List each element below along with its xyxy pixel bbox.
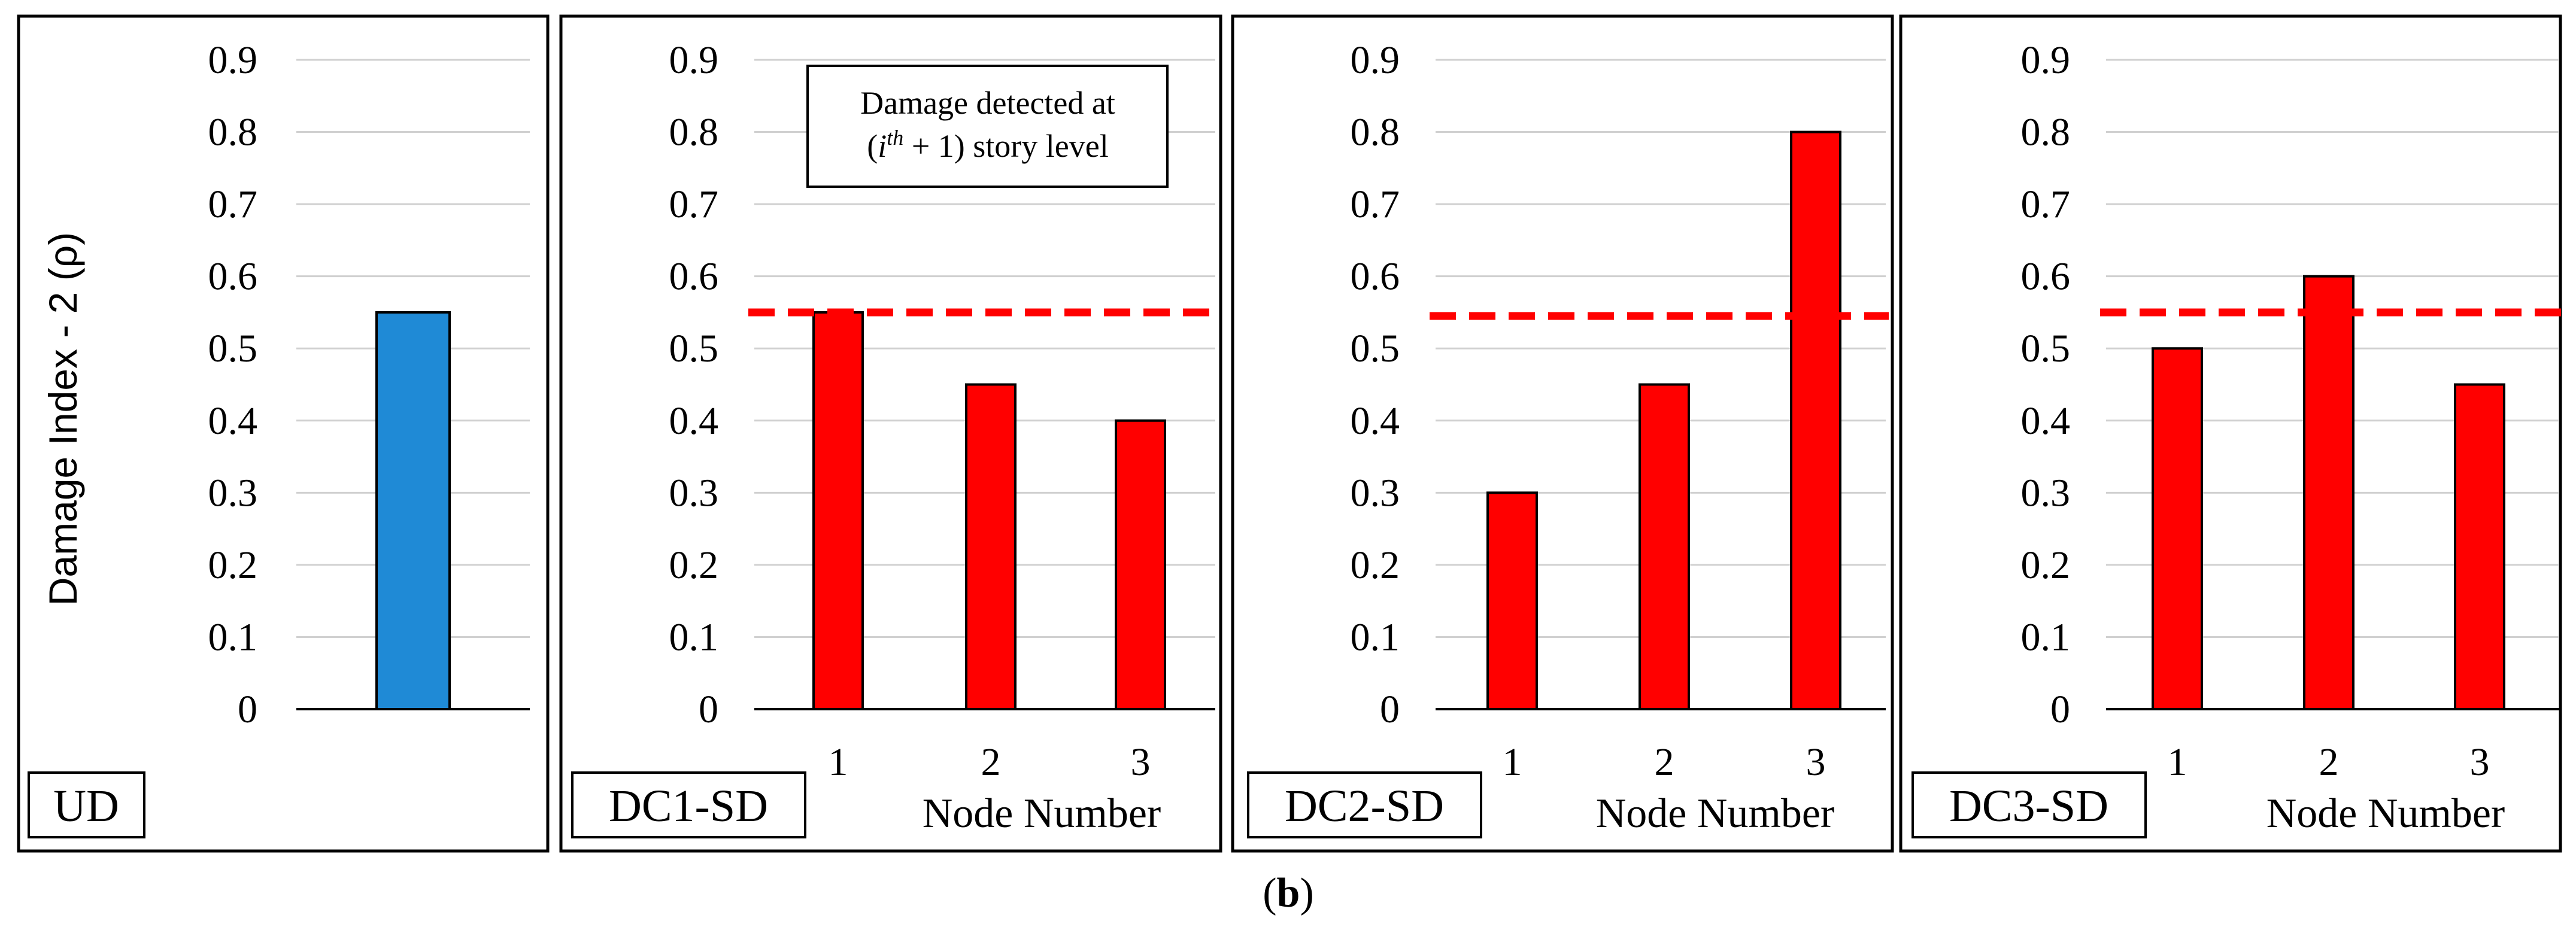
y-tick-label: 0.2 bbox=[208, 543, 258, 587]
y-tick-label: 0.7 bbox=[208, 183, 258, 226]
y-tick-label: 0.9 bbox=[669, 38, 719, 82]
panel-dc1-sd: 0 0.1 0.2 0.3 0.4 0.5 0.6 0.7 0.8 0.9 1 2 3 Damage d… bbox=[559, 14, 1222, 853]
y-tick-label: 0.4 bbox=[208, 399, 258, 443]
y-tick-label: 0.7 bbox=[669, 183, 719, 226]
y-axis-label: Damage Index - 2 (ρ) bbox=[41, 232, 85, 606]
panel-dc2-sd: 0 0.1 0.2 0.3 0.4 0.5 0.6 0.7 0.8 0.9 1 2 3 Node Num… bbox=[1231, 14, 1894, 853]
panel-dc3-sd: 0 0.1 0.2 0.3 0.4 0.5 0.6 0.7 0.8 0.9 1 2 3 Node Num… bbox=[1899, 14, 2562, 853]
panel-frame bbox=[17, 14, 550, 853]
y-tick-label: 0.7 bbox=[1351, 183, 1400, 226]
panel-label-box bbox=[28, 771, 145, 838]
bar bbox=[2303, 275, 2354, 710]
bar bbox=[965, 383, 1017, 710]
bar bbox=[1486, 491, 1538, 710]
plot-area-dc2-sd: 0 0.1 0.2 0.3 0.4 0.5 0.6 0.7 0.8 0.9 1 2 3 bbox=[1351, 38, 1889, 784]
x-tick-label: 2 bbox=[2319, 740, 2339, 784]
panel-ud: Damage Index - 2 (ρ) 0 0.1 0.2 0.3 0.4 0.5 0.6… bbox=[17, 14, 550, 853]
panel-label-ud: UD bbox=[53, 781, 119, 831]
y-tick-label: 0 bbox=[2050, 688, 2070, 731]
y-tick-label: 0.3 bbox=[1351, 471, 1400, 515]
panel-label-dc2-sd: DC2-SD bbox=[1285, 781, 1444, 831]
y-tick-label: 0.9 bbox=[2021, 38, 2071, 82]
x-tick-label: 1 bbox=[2168, 740, 2187, 784]
panel-label-box bbox=[571, 771, 806, 838]
y-tick-label: 0 bbox=[238, 688, 257, 731]
panel-label-dc1-sd: DC1-SD bbox=[609, 781, 768, 831]
y-tick-label: 0.6 bbox=[1351, 255, 1400, 299]
y-tick-label: 0.1 bbox=[208, 615, 258, 659]
bar bbox=[1790, 130, 1841, 711]
y-tick-label: 0.5 bbox=[2021, 327, 2071, 370]
y-tick-label: 0 bbox=[1380, 688, 1400, 731]
x-tick-label: 3 bbox=[1806, 740, 1826, 784]
y-tick-label: 0.7 bbox=[2021, 183, 2071, 226]
y-tick-label: 0.1 bbox=[1351, 615, 1400, 659]
y-tick-label: 0.9 bbox=[1351, 38, 1400, 82]
y-tick-label: 0.9 bbox=[208, 38, 258, 82]
x-axis-label: Node Number bbox=[2266, 791, 2505, 837]
y-tick-label: 0.2 bbox=[1351, 543, 1400, 587]
bar bbox=[375, 311, 451, 710]
bar bbox=[2454, 383, 2505, 710]
x-tick-label: 3 bbox=[2470, 740, 2490, 784]
x-axis-label: Node Number bbox=[923, 791, 1161, 837]
bar bbox=[2152, 347, 2203, 710]
figure-caption: (b) bbox=[1263, 870, 1314, 916]
y-tick-label: 0.4 bbox=[1351, 399, 1400, 443]
y-tick-label: 0.3 bbox=[669, 471, 719, 515]
y-tick-label: 0.5 bbox=[208, 327, 258, 370]
y-tick-label: 0.2 bbox=[669, 543, 719, 587]
y-tick-label: 0.4 bbox=[2021, 399, 2071, 443]
x-axis-label: Node Number bbox=[1596, 791, 1835, 837]
annotation-line-2: (ith + 1) story level bbox=[867, 126, 1108, 164]
y-tick-label: 0.8 bbox=[208, 111, 258, 154]
y-tick-label: 0.3 bbox=[208, 471, 258, 515]
y-tick-label: 0.2 bbox=[2021, 543, 2071, 587]
bar bbox=[1115, 419, 1166, 710]
panel-frame bbox=[559, 14, 1222, 853]
panel-label-box bbox=[1911, 771, 2147, 838]
y-tick-label: 0.8 bbox=[2021, 111, 2071, 154]
y-tick-label: 0.5 bbox=[1351, 327, 1400, 370]
plot-area-ud: 0 0.1 0.2 0.3 0.4 0.5 0.6 0.7 0.8 0.9 bbox=[208, 38, 530, 731]
y-tick-label: 0.1 bbox=[669, 615, 719, 659]
panel-frame bbox=[1231, 14, 1894, 853]
x-tick-label: 1 bbox=[829, 740, 848, 784]
x-tick-label: 2 bbox=[981, 740, 1001, 784]
y-tick-label: 0.8 bbox=[1351, 111, 1400, 154]
y-tick-label: 0.8 bbox=[669, 111, 719, 154]
x-tick-label: 3 bbox=[1131, 740, 1151, 784]
x-tick-label: 1 bbox=[1503, 740, 1522, 784]
y-tick-label: 0.1 bbox=[2021, 615, 2071, 659]
annotation-box bbox=[806, 65, 1169, 188]
x-tick-label: 2 bbox=[1655, 740, 1674, 784]
y-tick-label: 0.3 bbox=[2021, 471, 2071, 515]
y-tick-label: 0.6 bbox=[669, 255, 719, 299]
y-tick-label: 0 bbox=[699, 688, 718, 731]
annotation-line-1: Damage detected at bbox=[860, 85, 1115, 121]
panel-label-dc3-sd: DC3-SD bbox=[1949, 781, 2108, 831]
bar bbox=[1639, 383, 1690, 710]
plot-area-dc3-sd: 0 0.1 0.2 0.3 0.4 0.5 0.6 0.7 0.8 0.9 1 2 3 bbox=[2021, 38, 2562, 784]
y-tick-label: 0.6 bbox=[2021, 255, 2071, 299]
y-tick-label: 0.5 bbox=[669, 327, 719, 370]
panel-label-box bbox=[1247, 771, 1482, 838]
panel-frame bbox=[1899, 14, 2562, 853]
y-tick-label: 0.6 bbox=[208, 255, 258, 299]
bar bbox=[812, 311, 864, 710]
y-tick-label: 0.4 bbox=[669, 399, 719, 443]
